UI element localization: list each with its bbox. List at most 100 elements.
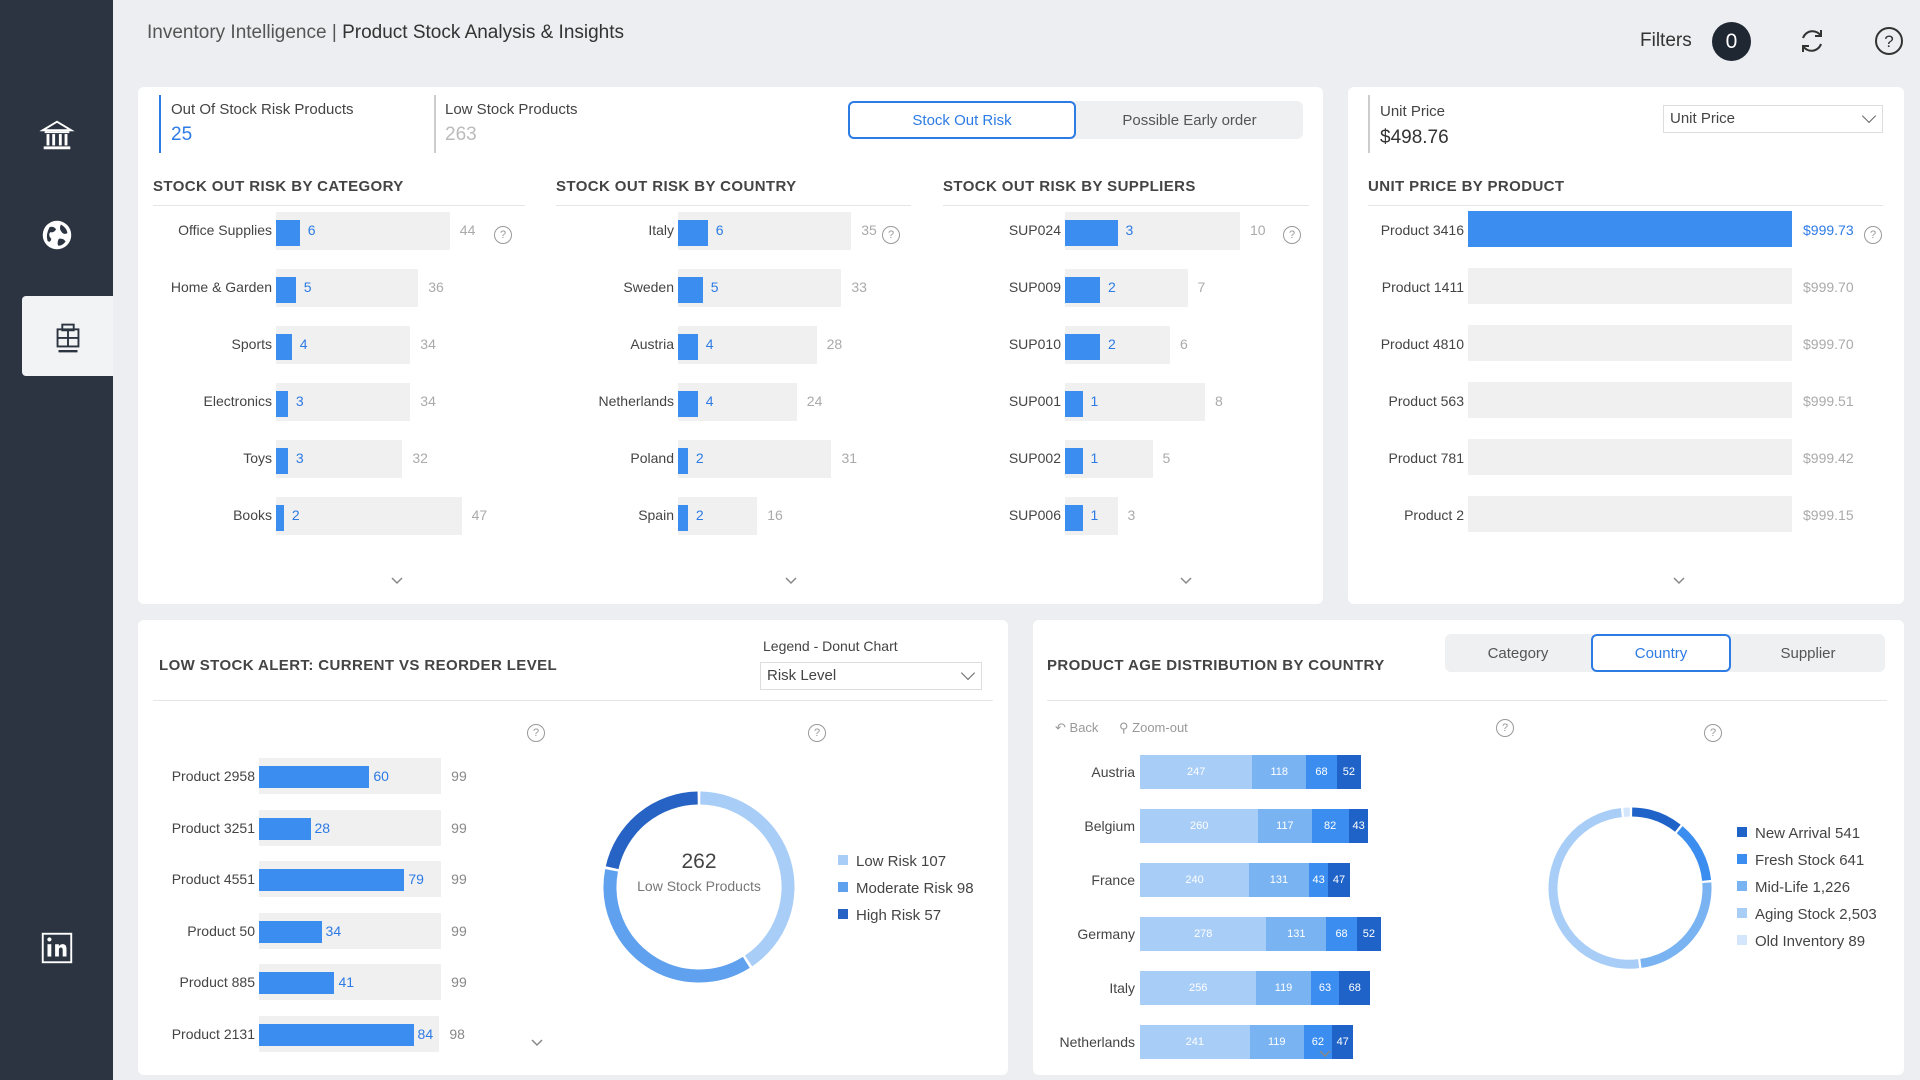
bar-fill bbox=[276, 220, 300, 246]
unit-price-dropdown[interactable]: Unit Price bbox=[1663, 105, 1883, 133]
stack-segment[interactable]: 47 bbox=[1328, 863, 1350, 897]
bar-label: Product 1411 bbox=[1381, 279, 1464, 295]
unit-price-card: Unit Price $498.76 Unit Price UNIT PRICE… bbox=[1348, 87, 1904, 604]
bar-label: Spain bbox=[638, 507, 674, 523]
toggle-possible-early-order[interactable]: Possible Early order bbox=[1122, 111, 1257, 129]
bar-label: SUP006 bbox=[1008, 507, 1061, 523]
chevron-down-icon[interactable] bbox=[530, 1036, 544, 1050]
toggle-country[interactable]: Country bbox=[1591, 634, 1731, 672]
donut-help-icon[interactable]: ? bbox=[808, 724, 826, 742]
category-help-icon[interactable]: ? bbox=[494, 226, 512, 244]
legend-item[interactable]: Mid-Life 1,226 bbox=[1737, 879, 1850, 896]
stack-segment[interactable]: 119 bbox=[1256, 971, 1311, 1005]
stack-segment[interactable]: 68 bbox=[1306, 755, 1337, 789]
stack-segment[interactable]: 52 bbox=[1337, 755, 1361, 789]
legend-item[interactable]: High Risk 57 bbox=[838, 907, 941, 924]
toggle-stock-out-risk[interactable]: Stock Out Risk bbox=[848, 101, 1076, 139]
page-title: Inventory Intelligence | Product Stock A… bbox=[147, 22, 624, 44]
bar-track bbox=[276, 497, 462, 535]
stack-segment[interactable]: 119 bbox=[1249, 1025, 1304, 1059]
donut-slice[interactable] bbox=[1548, 808, 1640, 969]
unit-price-value: $498.76 bbox=[1380, 127, 1449, 148]
chevron-down-icon[interactable] bbox=[1318, 1047, 1332, 1061]
stack-segment[interactable]: 247 bbox=[1140, 755, 1253, 789]
nav-globe[interactable] bbox=[0, 195, 113, 275]
toggle-supplier[interactable]: Supplier bbox=[1780, 644, 1836, 662]
stack-segment[interactable]: 43 bbox=[1348, 809, 1369, 843]
zoom-out-button[interactable]: ⚲ Zoom-out bbox=[1119, 720, 1188, 736]
out-of-stock-label: Out Of Stock Risk Products bbox=[171, 101, 354, 118]
chevron-down-icon[interactable] bbox=[390, 574, 404, 588]
legend-item[interactable]: Aging Stock 2,503 bbox=[1737, 906, 1877, 923]
low-stock-help-icon[interactable]: ? bbox=[527, 724, 545, 742]
bar-track bbox=[678, 383, 797, 421]
bar-label: SUP010 bbox=[1008, 336, 1061, 352]
stack-segment[interactable]: 240 bbox=[1140, 863, 1250, 897]
bar-fill bbox=[1065, 334, 1100, 360]
chevron-down-icon[interactable] bbox=[1179, 574, 1193, 588]
stack-segment[interactable]: 43 bbox=[1308, 863, 1329, 897]
stack-segment[interactable]: 117 bbox=[1258, 809, 1312, 843]
legend-item[interactable]: Low Risk 107 bbox=[838, 853, 946, 870]
legend-swatch bbox=[1737, 935, 1747, 945]
bar-value: 2 bbox=[695, 450, 704, 466]
legend-swatch bbox=[1737, 908, 1747, 918]
donut-slice[interactable] bbox=[1676, 826, 1712, 881]
filters-count-badge[interactable]: 0 bbox=[1712, 22, 1751, 61]
legend-item[interactable]: Fresh Stock 641 bbox=[1737, 852, 1864, 869]
country-help-icon[interactable]: ? bbox=[882, 226, 900, 244]
stack-segment[interactable]: 260 bbox=[1140, 809, 1259, 843]
bar-track bbox=[276, 212, 450, 250]
legend-label: Moderate Risk 98 bbox=[856, 880, 974, 897]
bar-value: 6 bbox=[715, 222, 724, 238]
stack-segment[interactable]: 63 bbox=[1310, 971, 1340, 1005]
donut-slice[interactable] bbox=[1640, 882, 1712, 968]
help-icon[interactable]: ? bbox=[1872, 24, 1906, 58]
stack-segment[interactable]: 47 bbox=[1332, 1025, 1354, 1059]
chevron-down-icon[interactable] bbox=[784, 574, 798, 588]
supplier-help-icon[interactable]: ? bbox=[1283, 226, 1301, 244]
risk-donut-chart bbox=[603, 791, 795, 983]
bar-max-value: 5 bbox=[1162, 450, 1171, 466]
toggle-category[interactable]: Category bbox=[1487, 644, 1549, 662]
legend-label: Mid-Life 1,226 bbox=[1755, 879, 1851, 896]
bar-value: 2 bbox=[1108, 336, 1116, 352]
stack-segment[interactable]: 241 bbox=[1140, 1025, 1250, 1059]
bar-fill bbox=[1065, 220, 1118, 246]
refresh-icon[interactable] bbox=[1795, 24, 1829, 58]
bar-value: 4 bbox=[705, 336, 714, 352]
donut-slice[interactable] bbox=[605, 791, 698, 870]
donut-slice[interactable] bbox=[1631, 807, 1681, 832]
stack-segment[interactable]: 68 bbox=[1339, 971, 1371, 1005]
risk-level-dropdown[interactable]: Risk Level bbox=[760, 662, 982, 690]
donut-slice[interactable] bbox=[603, 869, 750, 983]
stack-segment[interactable]: 278 bbox=[1140, 917, 1267, 951]
nav-bank[interactable] bbox=[0, 95, 113, 175]
bar-label: France bbox=[1091, 872, 1135, 888]
bar-fill bbox=[276, 505, 284, 531]
legend-item[interactable]: Old Inventory 89 bbox=[1737, 933, 1865, 950]
back-button[interactable]: ↶ Back bbox=[1055, 720, 1098, 736]
chevron-down-icon[interactable] bbox=[1672, 574, 1686, 588]
legend-item[interactable]: Moderate Risk 98 bbox=[838, 880, 974, 897]
stack-segment[interactable]: 68 bbox=[1326, 917, 1358, 951]
stack-segment[interactable]: 52 bbox=[1357, 917, 1381, 951]
unit-price-help-icon[interactable]: ? bbox=[1864, 226, 1882, 244]
age-donut-help-icon[interactable]: ? bbox=[1704, 724, 1722, 742]
nav-linkedin[interactable] bbox=[0, 908, 113, 988]
stack-segment[interactable]: 131 bbox=[1249, 863, 1309, 897]
bar-max-value: 35 bbox=[861, 222, 877, 238]
stack-segment[interactable]: 256 bbox=[1140, 971, 1257, 1005]
filters-label[interactable]: Filters bbox=[1640, 30, 1692, 51]
bar-value: 1 bbox=[1090, 507, 1099, 523]
nav-inventory[interactable] bbox=[22, 296, 113, 376]
bar-fill bbox=[259, 869, 405, 891]
stack-segment[interactable]: 82 bbox=[1311, 809, 1349, 843]
donut-slice[interactable] bbox=[700, 791, 795, 967]
age-bars-help-icon[interactable]: ? bbox=[1496, 719, 1514, 737]
legend-item[interactable]: New Arrival 541 bbox=[1737, 825, 1860, 842]
stack-segment[interactable]: 118 bbox=[1252, 755, 1307, 789]
stack-segment[interactable]: 131 bbox=[1266, 917, 1327, 951]
legend-swatch bbox=[838, 909, 848, 919]
chevron-down-icon bbox=[1861, 108, 1877, 124]
